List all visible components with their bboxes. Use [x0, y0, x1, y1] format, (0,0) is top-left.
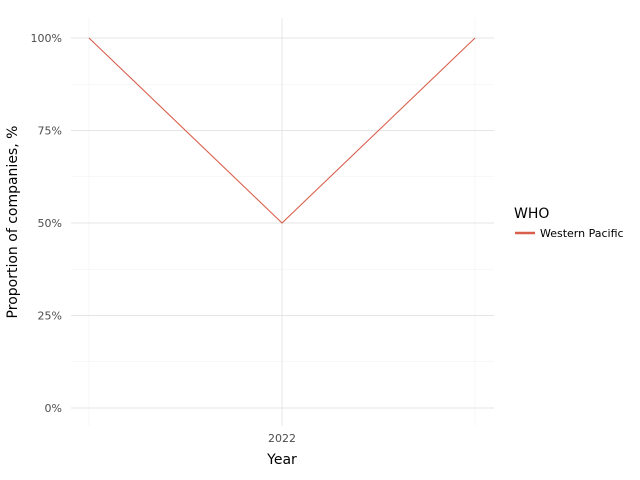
x-axis-title: Year — [266, 452, 297, 468]
y-tick-label: 0% — [45, 402, 62, 415]
series-layer — [88, 37, 476, 224]
legend-label-western-pacific: Western Pacific — [540, 227, 624, 240]
x-axis-ticks: 2022 — [268, 432, 296, 445]
legend: WHO Western Pacific — [514, 206, 624, 240]
x-tick-label: 2022 — [268, 432, 296, 445]
y-tick-label: 100% — [31, 32, 62, 45]
y-tick-label: 50% — [38, 217, 62, 230]
y-tick-label: 25% — [38, 310, 62, 323]
y-tick-label: 75% — [38, 125, 62, 138]
series-line-western-pacific — [88, 37, 476, 224]
y-axis-title: Proportion of companies, % — [5, 126, 21, 319]
legend-title: WHO — [514, 206, 549, 222]
minor-gridlines — [71, 18, 494, 426]
y-axis-ticks: 0% 25% 50% 75% 100% — [31, 32, 62, 415]
